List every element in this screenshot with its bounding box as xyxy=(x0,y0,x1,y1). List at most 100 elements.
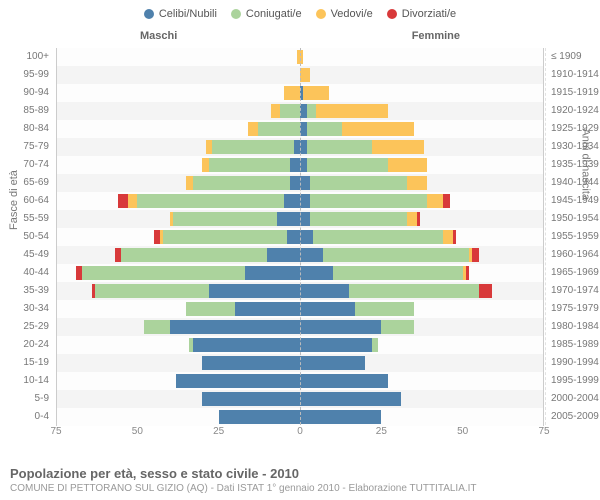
bar-segment xyxy=(333,266,463,280)
bar-segment xyxy=(212,140,293,154)
male-bar xyxy=(176,374,300,388)
female-bar xyxy=(300,230,456,244)
female-bar xyxy=(300,68,310,82)
x-tick: 50 xyxy=(457,426,468,437)
bar-segment xyxy=(193,176,291,190)
bar-segment xyxy=(173,212,277,226)
age-label: 95-99 xyxy=(1,69,53,80)
bar-segment xyxy=(144,320,170,334)
x-tick: 75 xyxy=(538,426,549,437)
bar-segment xyxy=(193,338,300,352)
bar-segment xyxy=(245,266,300,280)
age-label: 0-4 xyxy=(1,411,53,422)
bar-segment xyxy=(176,374,300,388)
center-axis xyxy=(300,48,301,425)
bar-segment xyxy=(290,176,300,190)
gridline xyxy=(545,48,546,425)
birth-label: 1980-1984 xyxy=(547,321,599,332)
male-bar xyxy=(202,356,300,370)
legend-label: Celibi/Nubili xyxy=(159,8,217,20)
bar-segment xyxy=(118,194,128,208)
legend-item: Divorziati/e xyxy=(387,8,456,20)
age-label: 90-94 xyxy=(1,87,53,98)
bar-segment xyxy=(271,104,281,118)
bar-segment xyxy=(310,194,427,208)
bar-segment xyxy=(277,212,300,226)
bar-segment xyxy=(121,248,267,262)
female-label: Femmine xyxy=(412,30,460,42)
bar-segment xyxy=(267,248,300,262)
legend-swatch xyxy=(316,9,326,19)
bar-segment xyxy=(300,212,310,226)
female-bar xyxy=(300,320,414,334)
female-bar xyxy=(300,302,414,316)
bar-segment xyxy=(300,284,349,298)
bar-segment xyxy=(202,392,300,406)
female-bar xyxy=(300,176,427,190)
age-label: 75-79 xyxy=(1,141,53,152)
bar-segment xyxy=(300,356,365,370)
bar-segment xyxy=(443,230,453,244)
bar-segment xyxy=(342,122,414,136)
population-pyramid-chart: Celibi/NubiliConiugati/eVedovi/eDivorzia… xyxy=(0,0,600,500)
bar-segment xyxy=(95,284,209,298)
birth-label: 1985-1989 xyxy=(547,339,599,350)
bar-segment xyxy=(300,410,381,424)
plot-area: 100+≤ 190995-991910-191490-941915-191985… xyxy=(56,48,544,426)
male-bar xyxy=(202,392,300,406)
male-bar xyxy=(189,338,300,352)
age-label: 65-69 xyxy=(1,177,53,188)
male-bar xyxy=(219,410,300,424)
age-label: 40-44 xyxy=(1,267,53,278)
legend-item: Celibi/Nubili xyxy=(144,8,217,20)
bar-segment xyxy=(170,320,300,334)
female-bar xyxy=(300,338,378,352)
birth-label: 1965-1969 xyxy=(547,267,599,278)
female-bar xyxy=(300,140,424,154)
female-bar xyxy=(300,248,479,262)
male-bar xyxy=(170,212,300,226)
female-bar xyxy=(300,212,420,226)
bar-segment xyxy=(443,194,450,208)
bar-segment xyxy=(219,410,300,424)
male-bar xyxy=(186,302,300,316)
bar-segment xyxy=(307,122,343,136)
bar-segment xyxy=(307,140,372,154)
age-label: 100+ xyxy=(1,51,53,62)
bar-segment xyxy=(209,284,300,298)
birth-label: 1910-1914 xyxy=(547,69,599,80)
bar-segment xyxy=(235,302,300,316)
bar-segment xyxy=(300,266,333,280)
bar-segment xyxy=(137,194,283,208)
female-bar xyxy=(300,284,492,298)
male-bar xyxy=(202,158,300,172)
bar-segment xyxy=(307,104,317,118)
bar-segment xyxy=(417,212,420,226)
age-label: 70-74 xyxy=(1,159,53,170)
bar-segment xyxy=(372,338,379,352)
birth-label: 1995-1999 xyxy=(547,375,599,386)
legend-swatch xyxy=(231,9,241,19)
age-label: 25-29 xyxy=(1,321,53,332)
bar-segment xyxy=(323,248,469,262)
bar-segment xyxy=(163,230,287,244)
x-tick: 50 xyxy=(132,426,143,437)
birth-label: 1935-1939 xyxy=(547,159,599,170)
birth-label: 1940-1944 xyxy=(547,177,599,188)
male-bar xyxy=(115,248,300,262)
bar-segment xyxy=(300,302,355,316)
bar-segment xyxy=(303,86,329,100)
bar-segment xyxy=(300,374,388,388)
bar-segment xyxy=(300,194,310,208)
birth-label: 1955-1959 xyxy=(547,231,599,242)
female-bar xyxy=(300,392,401,406)
male-bar xyxy=(144,320,300,334)
x-tick: 75 xyxy=(50,426,61,437)
bar-segment xyxy=(284,86,300,100)
male-bar xyxy=(118,194,300,208)
age-label: 5-9 xyxy=(1,393,53,404)
female-bar xyxy=(300,122,414,136)
age-label: 60-64 xyxy=(1,195,53,206)
x-axis: 7550250255075 xyxy=(56,426,544,446)
legend-label: Divorziati/e xyxy=(402,8,456,20)
